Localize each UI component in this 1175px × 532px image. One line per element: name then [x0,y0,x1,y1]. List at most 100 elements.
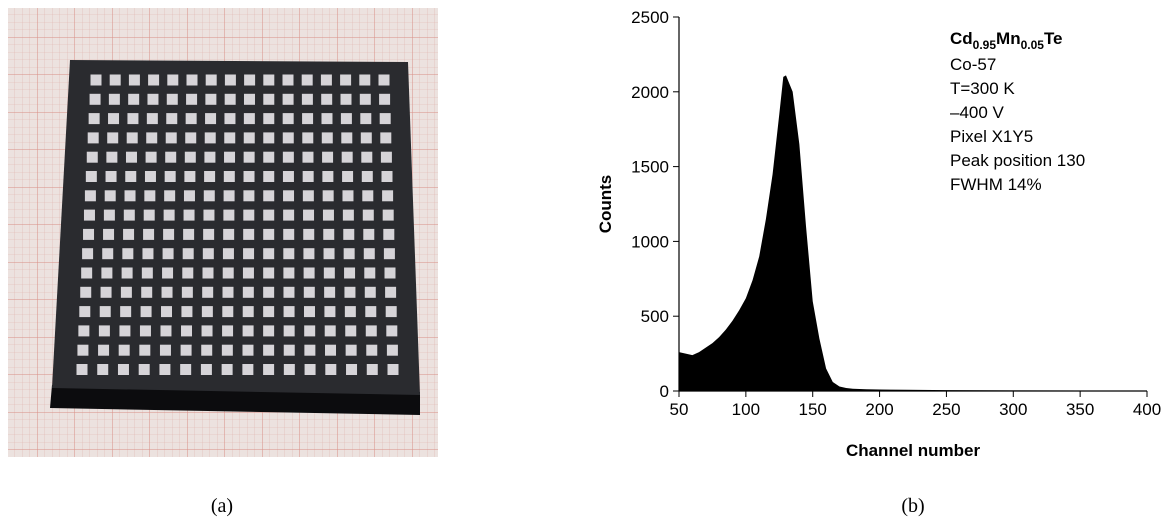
annotation: –400 V [950,103,1005,122]
pad [283,228,295,240]
pad [123,209,135,221]
pad [322,209,334,221]
annotation: Pixel X1Y5 [950,127,1033,146]
pad [180,364,192,375]
pad [378,74,390,86]
pad [243,209,255,221]
pad [324,306,336,318]
pad [362,209,374,221]
pad [201,306,213,318]
pad [366,344,378,356]
material-label: Cd0.95Mn0.05Te [950,29,1063,52]
pad [303,248,315,260]
pad [304,344,316,356]
pad [146,113,158,125]
pad [325,364,337,375]
pad [100,286,112,298]
pad [223,209,235,221]
y-tick-label: 1500 [631,158,669,177]
pad [162,248,174,260]
pad [344,306,356,318]
y-tick-label: 2000 [631,83,669,102]
x-tick-label: 50 [670,400,689,419]
pad [160,325,172,337]
y-tick-label: 500 [641,307,669,326]
pad [263,267,275,279]
pad [283,306,295,318]
pad [120,306,132,318]
pad [79,306,91,318]
pad [263,325,275,337]
pad [282,132,294,144]
pad [359,74,371,86]
pad [344,286,356,298]
pad [263,364,275,375]
pad [382,190,394,202]
pad [379,113,391,125]
pad [302,132,314,144]
pad [102,248,114,260]
pad [117,364,129,375]
pad [144,190,156,202]
pad [283,190,295,202]
x-tick-label: 200 [865,400,893,419]
pad [141,267,153,279]
pad [242,286,254,298]
pad [242,325,254,337]
pad [159,344,171,356]
pad [224,93,236,105]
pad [103,228,115,240]
pad [224,151,236,163]
pad [204,132,216,144]
pad [98,344,110,356]
pad [244,74,256,86]
pad [184,151,196,163]
pad [83,209,95,221]
pads [76,74,399,375]
pad [224,113,236,125]
spectrum-area [679,75,1147,392]
pad [341,151,353,163]
pad [143,209,155,221]
pad [99,306,111,318]
pad [147,93,159,105]
pad [282,74,294,86]
pad [223,228,235,240]
pad [145,151,157,163]
pad [263,113,275,125]
pad [205,93,217,105]
pad [263,93,275,105]
pad [321,113,333,125]
pad [181,325,193,337]
pad [243,190,255,202]
pad [283,248,295,260]
pad [164,171,176,182]
pad [97,364,109,375]
pad [383,248,395,260]
pad [304,325,316,337]
pad [101,267,113,279]
pad [202,267,214,279]
pad [185,113,197,125]
pad [165,151,177,163]
pad [263,171,275,182]
pad [123,228,135,240]
pad [344,267,356,279]
pad [263,228,275,240]
pad [283,364,295,375]
pad [106,151,118,163]
pad [204,151,216,163]
pad [363,248,375,260]
pad [282,171,294,182]
pad [283,325,295,337]
pad [303,209,315,221]
pad [321,132,333,144]
annotation: Peak position 130 [950,151,1085,170]
pad [204,171,216,182]
pad [183,209,195,221]
pad [148,74,160,86]
pad [322,151,334,163]
pad [301,93,313,105]
pad [159,364,171,375]
pad [221,344,233,356]
